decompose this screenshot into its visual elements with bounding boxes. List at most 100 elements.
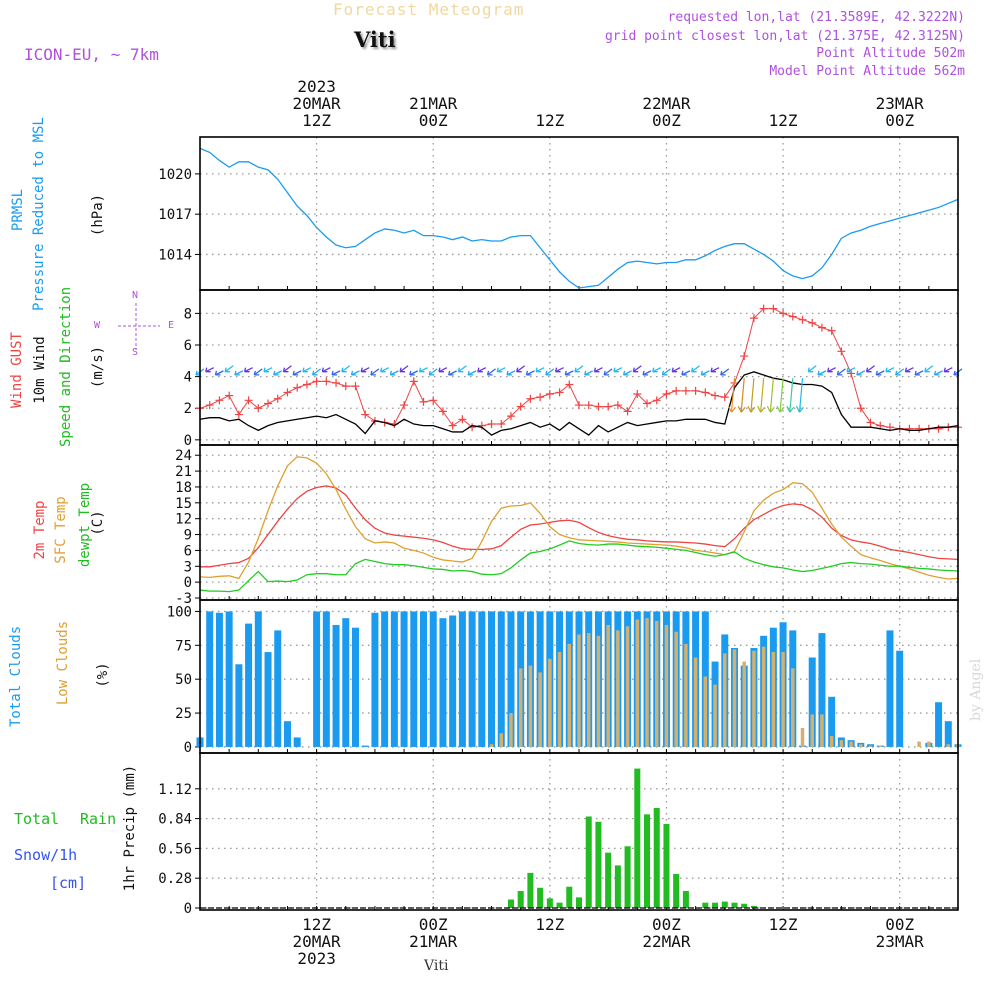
y-tick-label: 0.56 <box>158 841 192 857</box>
total-cloud-bar <box>896 650 904 747</box>
wind-direction-arrow <box>457 365 467 373</box>
wind-direction-arrow <box>506 370 512 376</box>
wind-direction-arrow <box>525 370 532 376</box>
wind-direction-arrow <box>779 378 784 413</box>
low-cloud-bar <box>654 620 659 747</box>
wind-direction-arrow <box>224 367 231 373</box>
wind-direction-arrow <box>700 370 707 376</box>
wind-gust-point <box>205 401 214 410</box>
wind-gust-point <box>604 402 613 411</box>
model-point-altitude: Model Point Altitude 562m <box>769 64 965 79</box>
total-cloud-bar <box>488 611 496 747</box>
bottom-time-label: 00Z <box>652 915 681 934</box>
wind-direction-arrow <box>933 370 940 376</box>
wind-direction-arrow <box>632 365 642 373</box>
low-cloud-bar <box>693 657 698 747</box>
wind-direction-arrow <box>302 367 308 373</box>
low-cloud-bar <box>810 714 814 747</box>
wind-gust-point <box>856 404 865 413</box>
wind-gust-point <box>701 388 710 397</box>
wind-direction-arrow <box>593 367 600 373</box>
wind-direction-arrow <box>214 370 221 376</box>
wind-direction-arrow <box>747 405 756 413</box>
total-cloud-bar <box>420 611 428 747</box>
wind-direction-arrow <box>496 367 503 373</box>
wind-direction-arrow <box>554 367 561 373</box>
wind-direction-arrow <box>283 365 292 373</box>
y-tick-label: 2 <box>184 401 192 417</box>
wind-direction-arrow <box>244 367 253 373</box>
low-cloud-bar <box>859 744 863 747</box>
wind-gust-point <box>506 412 515 421</box>
total-cloud-bar <box>235 664 243 747</box>
wind-gust-point <box>536 393 545 402</box>
wind-gust-point <box>283 388 292 397</box>
wind-direction-arrow <box>622 370 629 376</box>
wind-direction-arrow <box>545 368 555 376</box>
wind-gust-point <box>332 378 341 387</box>
rain-bar <box>517 890 524 908</box>
wind-direction-arrow <box>603 370 610 376</box>
compass-rose <box>118 303 160 350</box>
wind-direction-arrow <box>477 367 487 373</box>
wind-direction-arrow <box>642 370 652 376</box>
y-tick-label: 1.12 <box>158 782 192 798</box>
wind-direction-arrow <box>836 370 843 376</box>
total-cloud-bar <box>322 611 330 747</box>
wind-gust-point <box>400 401 409 410</box>
wind-direction-arrow <box>399 365 409 373</box>
low-cloud-bar <box>781 652 785 747</box>
wind-speed-line <box>199 371 959 436</box>
low-cloud-bar <box>645 618 649 747</box>
low-cloud-bar <box>878 745 883 747</box>
wind-gust-point <box>575 401 583 410</box>
wind-direction-arrow <box>205 367 215 373</box>
wind-direction-arrow <box>836 368 846 376</box>
total-cloud-bar <box>944 721 952 747</box>
wind-gust-point <box>565 380 574 389</box>
low-cloud-bar <box>548 658 552 747</box>
gridpoint-coords: grid point closest lon,lat (21.375E, 42.… <box>604 29 965 44</box>
total-cloud-bar <box>400 611 408 747</box>
rain-bar <box>605 852 612 908</box>
wind-gust-point <box>788 312 797 321</box>
wind-direction-arrow <box>243 367 250 373</box>
wind-direction-arrow <box>866 365 875 373</box>
wind-direction-arrow <box>564 370 571 376</box>
y-tick-label: 0 <box>184 575 192 591</box>
wind-direction-arrow <box>865 367 872 373</box>
total-cloud-bar <box>371 612 379 747</box>
wind-gust-point <box>487 420 496 429</box>
wind-direction-arrow <box>807 365 817 373</box>
low-cloud-bar <box>732 649 737 747</box>
rain-bar <box>750 905 757 908</box>
model-label: ICON-EU, ~ 7km <box>24 45 159 64</box>
rain-bar <box>527 872 534 908</box>
wind-direction-arrow <box>545 370 551 376</box>
wind-direction-arrow <box>409 370 419 376</box>
total-cloud-bar <box>245 623 253 747</box>
bottom-time-label: 22MAR <box>642 932 691 951</box>
low-cloud-bar <box>791 668 795 747</box>
wind-direction-arrow <box>487 368 496 376</box>
wind-direction-arrow <box>603 368 613 376</box>
wind-direction-arrow <box>875 370 882 376</box>
wind-direction-arrow <box>341 365 351 373</box>
bottom-time-label: 00Z <box>419 915 448 934</box>
wind-gust-point <box>740 352 749 361</box>
top-time-label: 2023 <box>297 77 336 96</box>
low-cloud-bar <box>509 713 513 747</box>
wind-gust-point <box>545 390 554 398</box>
wind-gust-point <box>225 391 234 400</box>
wind-direction-arrow <box>224 365 234 373</box>
wind-direction-arrow <box>234 370 244 376</box>
precip-cm-label: [cm] <box>50 874 87 892</box>
wind-direction-arrow <box>370 368 380 376</box>
total-cloud-bar <box>886 630 894 747</box>
wind-gust-point <box>866 418 875 427</box>
wind-direction-arrow <box>652 367 662 373</box>
wind-direction-arrow <box>895 368 905 376</box>
wind-direction-arrow <box>448 370 454 376</box>
wind-direction-arrow <box>817 370 827 376</box>
